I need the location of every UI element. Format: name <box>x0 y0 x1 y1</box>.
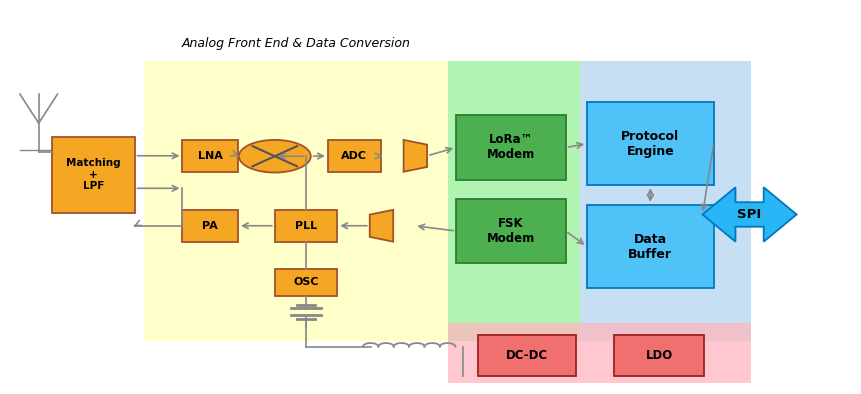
FancyBboxPatch shape <box>587 102 714 185</box>
Text: SPI: SPI <box>738 208 762 221</box>
FancyBboxPatch shape <box>456 199 566 263</box>
Text: OSC: OSC <box>294 277 319 288</box>
Text: LDO: LDO <box>646 349 673 362</box>
FancyBboxPatch shape <box>328 140 381 172</box>
FancyBboxPatch shape <box>478 335 576 376</box>
Text: ADC: ADC <box>341 151 368 161</box>
Text: PA: PA <box>202 221 218 231</box>
FancyBboxPatch shape <box>183 140 238 172</box>
FancyBboxPatch shape <box>275 269 338 296</box>
FancyBboxPatch shape <box>448 61 580 341</box>
Text: Protocol
Engine: Protocol Engine <box>622 130 679 158</box>
FancyBboxPatch shape <box>587 205 714 288</box>
Text: LoRa™
Modem: LoRa™ Modem <box>486 134 535 162</box>
Polygon shape <box>703 187 796 242</box>
Text: Analog Front End & Data Conversion: Analog Front End & Data Conversion <box>182 37 411 50</box>
FancyBboxPatch shape <box>456 115 566 180</box>
Text: DC-DC: DC-DC <box>505 349 548 362</box>
Text: FSK
Modem: FSK Modem <box>486 217 535 245</box>
Text: Matching
+
LPF: Matching + LPF <box>66 158 121 191</box>
FancyBboxPatch shape <box>448 323 752 383</box>
Text: LNA: LNA <box>198 151 223 161</box>
FancyBboxPatch shape <box>580 61 752 341</box>
Text: Data
Buffer: Data Buffer <box>629 232 672 260</box>
FancyBboxPatch shape <box>53 137 134 212</box>
FancyBboxPatch shape <box>183 210 238 242</box>
Text: PLL: PLL <box>295 221 317 231</box>
FancyBboxPatch shape <box>275 210 338 242</box>
Polygon shape <box>404 140 427 172</box>
FancyBboxPatch shape <box>144 61 448 341</box>
Polygon shape <box>369 210 393 242</box>
FancyBboxPatch shape <box>615 335 704 376</box>
Circle shape <box>238 140 311 173</box>
